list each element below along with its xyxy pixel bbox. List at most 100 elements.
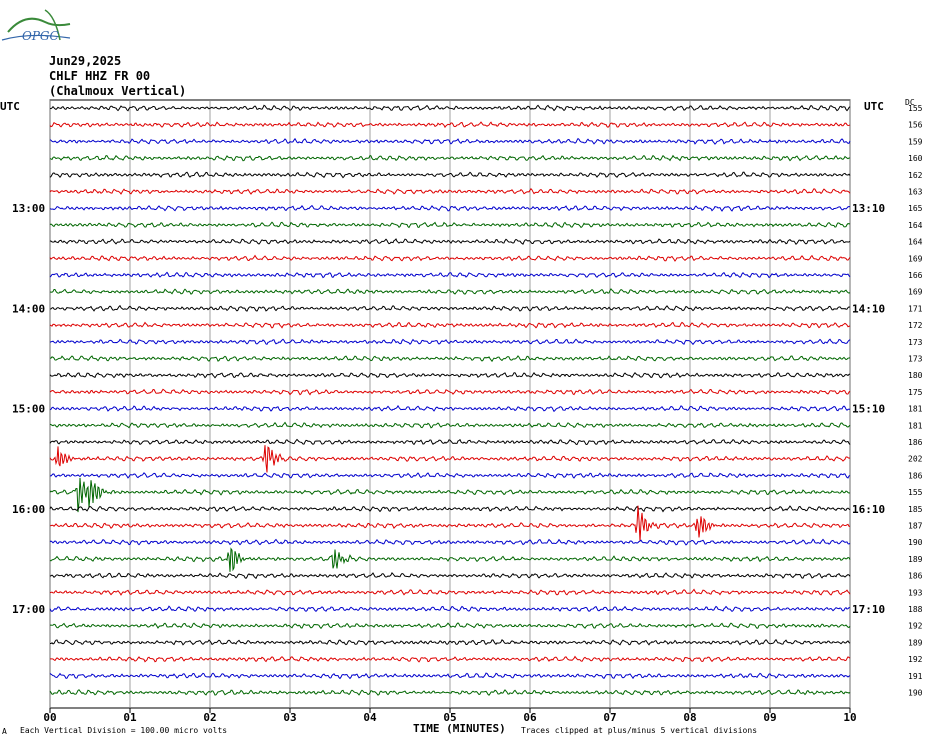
trace-line-row-19: [49, 421, 851, 429]
dc-offset-label: 166: [908, 271, 923, 280]
x-tick-label: 06: [523, 711, 537, 724]
dc-offset-label: 173: [908, 355, 923, 364]
dc-offset-label: 190: [908, 689, 923, 698]
trace-line-row-15: [49, 355, 851, 363]
trace-line-row-22: [49, 472, 851, 479]
trace-line-row-10: [49, 271, 851, 279]
dc-offset-label: 171: [908, 304, 923, 313]
dc-offset-label: 202: [908, 455, 923, 464]
x-tick-label: 05: [443, 711, 456, 724]
trace-line-row-30: [49, 605, 851, 613]
trace-line-row-5: [49, 188, 851, 195]
dc-offset-label: 181: [908, 421, 923, 430]
trace-line-row-14: [49, 338, 851, 346]
right-hour-label: 13:10: [852, 202, 885, 215]
dc-label: DC: [905, 98, 915, 107]
trace-line-row-29: [49, 588, 851, 596]
grid: [49, 99, 851, 713]
dc-offset-label: 159: [908, 137, 923, 146]
left-hour-label: 15:00: [12, 403, 45, 416]
trace-line-row-11: [49, 288, 851, 295]
dc-offset-label: 193: [908, 588, 923, 597]
clip-note: Traces clipped at plus/minus 5 vertical …: [521, 726, 758, 735]
trace-line-row-31: [49, 622, 851, 630]
left-hour-label: 14:00: [12, 302, 45, 315]
trace-line-row-17: [49, 388, 851, 396]
dc-offset-label: 187: [908, 522, 923, 531]
trace-line-row-26: [49, 538, 851, 546]
dc-offset-label: 163: [908, 188, 923, 197]
traces: [49, 104, 851, 696]
trace-line-row-33: [49, 655, 851, 663]
trace-line-row-20: [49, 438, 851, 446]
trace-line-row-3: [49, 154, 851, 162]
right-hour-label: 17:10: [852, 603, 885, 616]
left-hour-label: 17:00: [12, 603, 45, 616]
trace-line-row-21: [49, 445, 851, 473]
trace-line-row-12: [49, 304, 851, 312]
dc-offset-label: 188: [908, 605, 923, 614]
dc-offset-label: 191: [908, 672, 923, 681]
trace-line-row-1: [49, 121, 851, 129]
dc-offset-label: 164: [908, 221, 923, 230]
left-hour-label: 13:00: [12, 202, 45, 215]
dc-offset-label: 169: [908, 254, 923, 263]
x-tick-label: 04: [363, 711, 377, 724]
dc-offset-label: 181: [908, 405, 923, 414]
dc-offset-label: 156: [908, 121, 923, 130]
header-date: Jun29,2025: [49, 54, 122, 68]
dc-offset-label: 175: [908, 388, 923, 397]
right-hour-label: 14:10: [852, 302, 885, 315]
trace-line-row-34: [49, 672, 851, 680]
trace-line-row-13: [49, 321, 851, 329]
x-tick-label: 10: [843, 711, 856, 724]
dc-offset-label: 190: [908, 538, 923, 547]
trace-line-row-6: [49, 204, 851, 212]
x-tick-label: 02: [203, 711, 216, 724]
x-tick-label: 01: [123, 711, 137, 724]
trace-line-row-0: [49, 104, 851, 112]
dc-offset-label: 186: [908, 572, 923, 581]
x-tick-label: 07: [603, 711, 616, 724]
dc-offset-label: 155: [908, 104, 923, 113]
x-axis-title: TIME (MINUTES): [413, 722, 506, 735]
right-utc-label: UTC: [864, 100, 884, 113]
trace-line-row-27: [49, 547, 851, 572]
trace-line-row-35: [49, 689, 851, 696]
dc-offset-label: 189: [908, 638, 923, 647]
dc-offset-label: 164: [908, 238, 923, 247]
dc-offset-label: 162: [908, 171, 923, 180]
dc-offset-label: 185: [908, 505, 923, 514]
right-hour-label: 15:10: [852, 403, 885, 416]
trace-line-row-23: [49, 477, 851, 513]
dc-offset-label: 186: [908, 438, 923, 447]
dc-offset-label: 169: [908, 288, 923, 297]
trace-line-row-18: [49, 404, 851, 413]
dc-offset-label: 192: [908, 655, 923, 664]
x-tick-label: 09: [763, 711, 776, 724]
dc-offset-label: 165: [908, 204, 923, 213]
logo-text: OPGC: [22, 29, 59, 43]
x-tick-label: 00: [43, 711, 56, 724]
labels: 00 01 02 03 04 05 06 07 08 09 10 155 156 159 160 162 163…: [12, 104, 923, 724]
dc-offset-label: 189: [908, 555, 923, 564]
dc-offset-label: 192: [908, 622, 923, 631]
corner-mark: A: [2, 727, 7, 736]
dc-offset-label: 186: [908, 471, 923, 480]
left-hour-label: 16:00: [12, 503, 45, 516]
dc-offset-label: 172: [908, 321, 923, 330]
trace-line-row-32: [49, 638, 851, 646]
dc-offset-label: 160: [908, 154, 923, 163]
opgc-logo: OPGC: [1, 9, 71, 43]
header-station: CHLF HHZ FR 00: [49, 69, 151, 83]
trace-line-row-2: [49, 137, 851, 145]
dc-offset-label: 155: [908, 488, 923, 497]
trace-line-row-25: [49, 505, 851, 542]
trace-line-row-8: [49, 238, 851, 245]
x-tick-label: 03: [283, 711, 296, 724]
left-utc-label: UTC: [0, 100, 20, 113]
right-hour-label: 16:10: [852, 503, 885, 516]
dc-offset-label: 173: [908, 338, 923, 347]
trace-line-row-9: [49, 254, 851, 262]
